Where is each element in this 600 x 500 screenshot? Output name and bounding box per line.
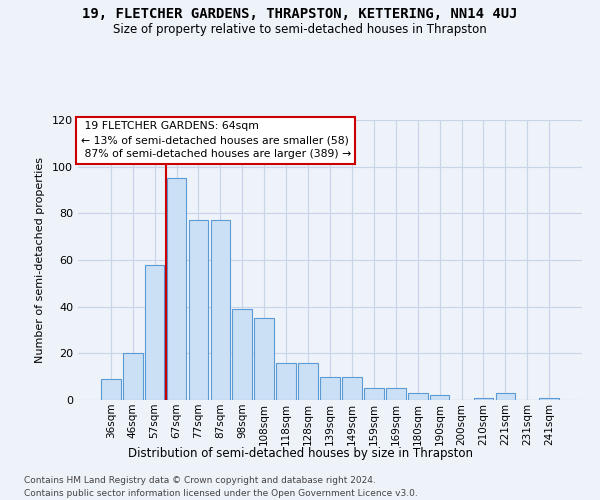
Bar — [123, 354, 143, 400]
Text: 19 FLETCHER GARDENS: 64sqm
← 13% of semi-detached houses are smaller (58)
 87% o: 19 FLETCHER GARDENS: 64sqm ← 13% of semi… — [80, 122, 351, 160]
Bar — [342, 376, 362, 400]
Text: Contains HM Land Registry data © Crown copyright and database right 2024.: Contains HM Land Registry data © Crown c… — [24, 476, 376, 485]
Bar — [539, 398, 559, 400]
Bar — [211, 220, 230, 400]
Bar — [364, 388, 384, 400]
Text: Distribution of semi-detached houses by size in Thrapston: Distribution of semi-detached houses by … — [128, 448, 473, 460]
Text: Size of property relative to semi-detached houses in Thrapston: Size of property relative to semi-detach… — [113, 22, 487, 36]
Bar — [473, 398, 493, 400]
Bar — [188, 220, 208, 400]
Bar — [276, 362, 296, 400]
Bar — [232, 309, 252, 400]
Text: Contains public sector information licensed under the Open Government Licence v3: Contains public sector information licen… — [24, 489, 418, 498]
Text: 19, FLETCHER GARDENS, THRAPSTON, KETTERING, NN14 4UJ: 19, FLETCHER GARDENS, THRAPSTON, KETTERI… — [82, 8, 518, 22]
Bar — [320, 376, 340, 400]
Bar — [408, 393, 428, 400]
Bar — [430, 396, 449, 400]
Bar — [101, 379, 121, 400]
Bar — [386, 388, 406, 400]
Bar — [145, 264, 164, 400]
Y-axis label: Number of semi-detached properties: Number of semi-detached properties — [35, 157, 45, 363]
Bar — [496, 393, 515, 400]
Bar — [167, 178, 187, 400]
Bar — [254, 318, 274, 400]
Bar — [298, 362, 318, 400]
